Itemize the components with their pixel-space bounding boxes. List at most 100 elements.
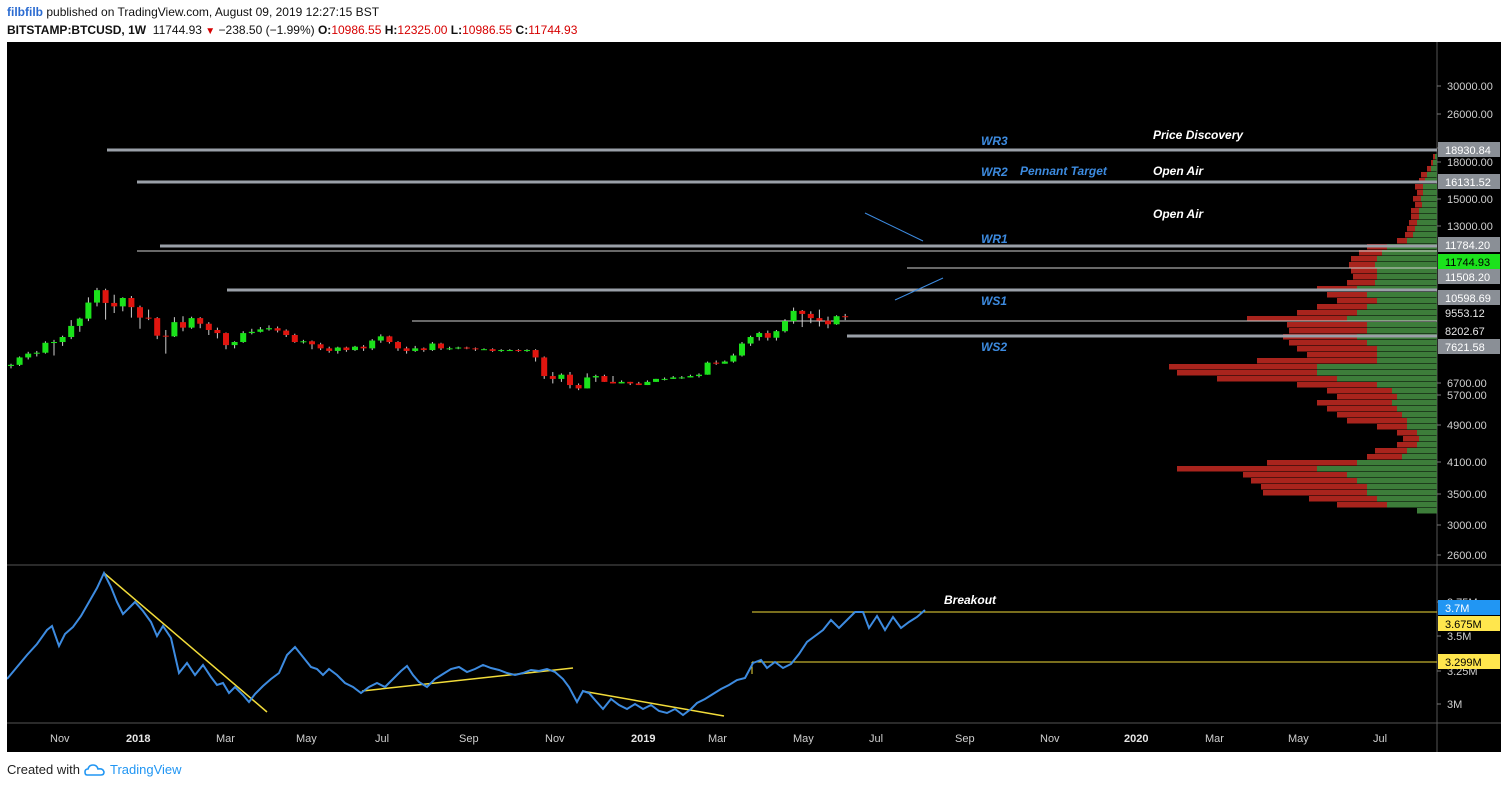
volume-profile-buy-bar bbox=[1423, 190, 1437, 196]
volume-profile-sell-bar bbox=[1263, 490, 1437, 496]
time-tick-label: Jul bbox=[1373, 733, 1387, 745]
ws2-label: WS2 bbox=[981, 340, 1007, 354]
support-resistance-levels bbox=[107, 148, 1437, 338]
candle bbox=[661, 377, 668, 381]
candle bbox=[420, 347, 427, 352]
candle bbox=[524, 349, 530, 352]
pennant-lower-line bbox=[894, 277, 944, 301]
candle bbox=[584, 373, 591, 389]
candle-body bbox=[33, 352, 40, 354]
volume-profile-buy-bar bbox=[1392, 388, 1437, 394]
time-tick-label: Mar bbox=[708, 733, 727, 745]
candle-body bbox=[352, 346, 358, 351]
volume-profile-sell-bar bbox=[1297, 346, 1437, 352]
volume-profile-buy-bar bbox=[1367, 328, 1437, 334]
price-tick-label: 3000.00 bbox=[1447, 520, 1487, 532]
candle-body bbox=[678, 377, 685, 379]
price-change: −238.50 (−1.99%) bbox=[218, 23, 315, 37]
candle-body bbox=[231, 342, 238, 346]
candle-body bbox=[627, 381, 634, 384]
volume-profile-buy-bar bbox=[1407, 424, 1437, 430]
volume-profile-buy-bar bbox=[1415, 226, 1437, 232]
price-badge-label: 11744.93 bbox=[1445, 257, 1490, 269]
time-tick-label: May bbox=[1288, 733, 1309, 745]
price-tick-label: 26000.00 bbox=[1447, 109, 1493, 121]
pennant-upper-line bbox=[864, 212, 924, 242]
candle bbox=[274, 326, 281, 333]
candle bbox=[644, 380, 651, 386]
candle bbox=[16, 356, 23, 366]
time-tick-label: Mar bbox=[216, 733, 235, 745]
volume-profile-buy-bar bbox=[1367, 322, 1437, 328]
price-chart[interactable]: WR3 WR2 Pennant Target WR1 WS1 WS2 Price… bbox=[7, 42, 1501, 752]
candle bbox=[678, 376, 685, 379]
volume-profile-buy-bar bbox=[1419, 208, 1437, 214]
price-badge-label: 10598.69 bbox=[1445, 293, 1491, 305]
candle bbox=[721, 360, 728, 364]
price-badge-label: 11784.20 bbox=[1445, 240, 1490, 252]
candle bbox=[317, 342, 324, 351]
candle-body bbox=[498, 350, 505, 352]
candle bbox=[266, 325, 272, 331]
volume-profile-buy-bar bbox=[1367, 490, 1437, 496]
candle bbox=[188, 316, 195, 329]
candle bbox=[291, 333, 298, 343]
candle bbox=[438, 342, 444, 351]
volume-profile-buy-bar bbox=[1417, 220, 1437, 226]
wr1-label: WR1 bbox=[981, 232, 1008, 246]
candle bbox=[369, 339, 376, 351]
candle bbox=[42, 341, 49, 354]
candle bbox=[412, 345, 419, 352]
price-badge-bg bbox=[1438, 237, 1500, 252]
obv-downtrend-1 bbox=[103, 572, 268, 713]
price-badge: 18930.84 bbox=[1438, 142, 1500, 157]
price-badge: 11744.93 bbox=[1438, 254, 1500, 269]
price-badge-label: 7621.58 bbox=[1445, 342, 1485, 354]
price-badge-label: 8202.67 bbox=[1445, 326, 1485, 338]
candle bbox=[102, 288, 109, 320]
candle-body bbox=[584, 377, 591, 389]
volume-profile-sell-bar bbox=[1217, 376, 1437, 382]
candle bbox=[326, 346, 333, 353]
candle bbox=[171, 317, 178, 338]
price-tick-label: 18000.00 bbox=[1447, 157, 1493, 169]
volume-profile bbox=[1169, 154, 1437, 514]
candle-body bbox=[412, 348, 419, 351]
price-tick-label: 4900.00 bbox=[1447, 420, 1487, 432]
volume-profile-buy-bar bbox=[1377, 274, 1437, 280]
candle-body bbox=[653, 378, 659, 382]
candle bbox=[343, 346, 350, 352]
candle bbox=[575, 383, 582, 391]
candle-body bbox=[102, 290, 109, 303]
candle bbox=[145, 309, 152, 321]
price-badge: 10598.69 bbox=[1438, 290, 1500, 305]
time-tick-label: Jul bbox=[375, 733, 389, 745]
obv-tick-label: 3M bbox=[1447, 699, 1462, 711]
price-badge-bg bbox=[1438, 142, 1500, 157]
author-name[interactable]: filbfilb bbox=[7, 5, 43, 19]
tradingview-link[interactable]: TradingView bbox=[109, 762, 182, 777]
price-badge-bg bbox=[1438, 269, 1500, 284]
candle bbox=[816, 309, 823, 327]
publish-line: filbfilb published on TradingView.com, A… bbox=[7, 5, 379, 19]
volume-profile-buy-bar bbox=[1397, 406, 1437, 412]
time-tick-label: 2018 bbox=[126, 733, 150, 745]
candle bbox=[601, 374, 608, 382]
candle-body bbox=[713, 362, 720, 364]
volume-profile-sell-bar bbox=[1307, 352, 1437, 358]
ohlc-line: BITSTAMP:BTCUSD, 1W 11744.93 ▼ −238.50 (… bbox=[7, 23, 577, 37]
candle-body bbox=[154, 318, 161, 336]
candle bbox=[197, 317, 204, 329]
obv-badge: 3.675M bbox=[1438, 616, 1500, 631]
volume-profile-buy-bar bbox=[1357, 478, 1437, 484]
volume-profile-buy-bar bbox=[1317, 364, 1437, 370]
volume-profile-buy-bar bbox=[1337, 376, 1437, 382]
wr2-label: WR2 bbox=[981, 165, 1008, 179]
volume-profile-buy-bar bbox=[1375, 262, 1437, 268]
volume-profile-sell-bar bbox=[1267, 460, 1437, 466]
volume-profile-sell-bar bbox=[1327, 388, 1437, 394]
candle bbox=[395, 341, 401, 351]
price-badge-label: 11508.20 bbox=[1445, 272, 1490, 284]
volume-profile-sell-bar bbox=[1261, 484, 1437, 490]
price-badge-bg bbox=[1438, 339, 1500, 354]
